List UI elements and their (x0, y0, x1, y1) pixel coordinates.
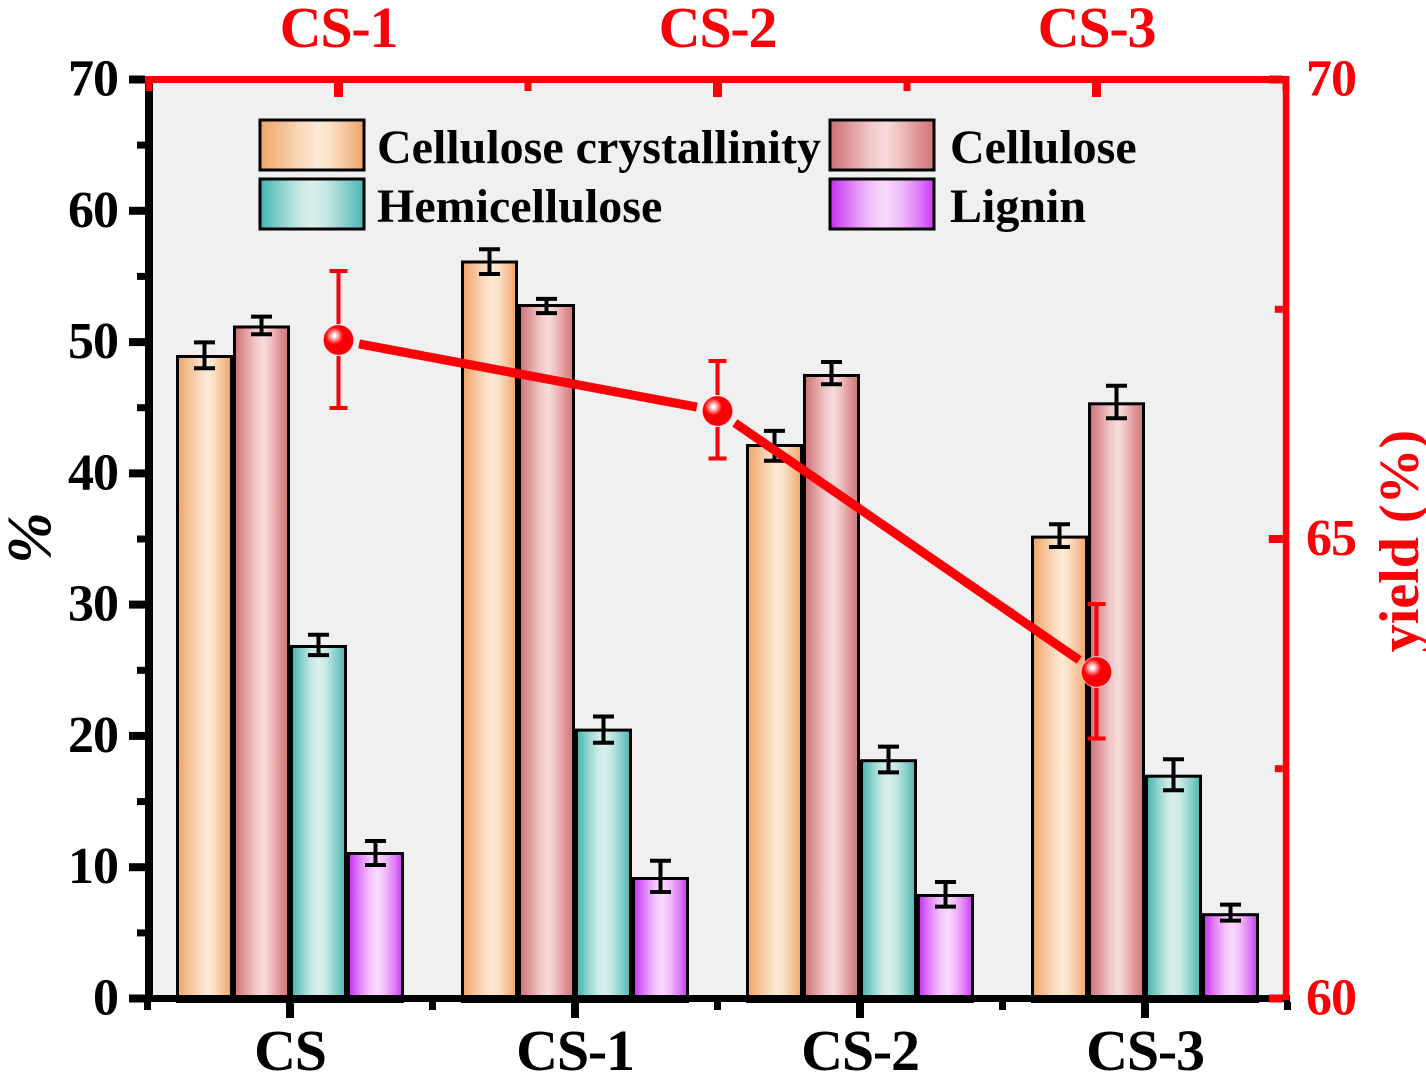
svg-text:%: % (0, 512, 64, 564)
svg-text:10: 10 (68, 838, 118, 895)
svg-text:CS: CS (254, 1018, 326, 1083)
svg-text:0: 0 (93, 970, 118, 1027)
svg-text:30: 30 (68, 576, 118, 633)
svg-text:50: 50 (68, 313, 118, 370)
svg-text:CS-2: CS-2 (659, 0, 777, 60)
svg-text:60: 60 (68, 182, 118, 239)
svg-text:20: 20 (68, 707, 118, 764)
svg-text:CS-2: CS-2 (801, 1018, 919, 1083)
svg-text:CS-3: CS-3 (1086, 1018, 1204, 1083)
svg-text:70: 70 (1306, 51, 1356, 108)
svg-text:70: 70 (68, 51, 118, 108)
svg-text:65: 65 (1306, 510, 1356, 567)
svg-text:Hemicellulose: Hemicellulose (377, 180, 662, 233)
svg-text:CS-1: CS-1 (516, 1018, 634, 1083)
svg-text:Cellulose crystallinity: Cellulose crystallinity (377, 121, 821, 174)
svg-text:60: 60 (1306, 970, 1356, 1027)
svg-text:CS-3: CS-3 (1038, 0, 1156, 60)
svg-text:yield (%): yield (%) (1369, 430, 1426, 652)
svg-text:CS-1: CS-1 (280, 0, 398, 60)
svg-text:Cellulose: Cellulose (950, 121, 1137, 174)
svg-text:40: 40 (68, 444, 118, 501)
svg-text:Lignin: Lignin (950, 180, 1086, 233)
